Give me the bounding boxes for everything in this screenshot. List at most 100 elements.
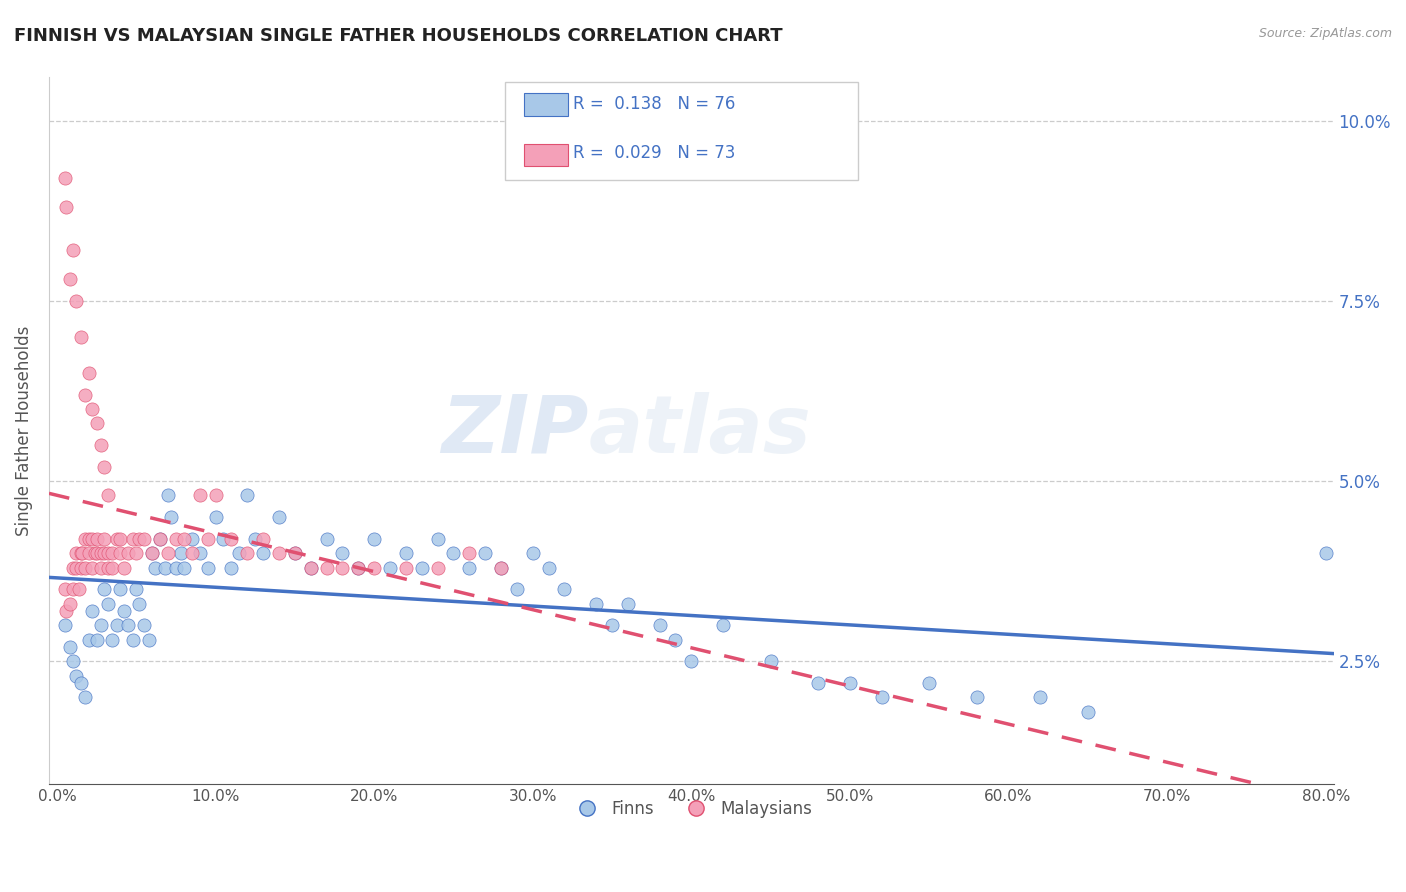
Point [93, 459, 115, 474]
Point [315, 532, 337, 546]
Point [204, 510, 226, 524]
Point [188, 546, 211, 560]
Point [221, 560, 243, 574]
Point [267, 546, 290, 560]
Point [243, 532, 266, 546]
Point [90, 546, 112, 560]
Point [173, 532, 195, 546]
Point [90, 618, 112, 632]
Point [93, 532, 115, 546]
Point [807, 676, 830, 690]
Point [489, 560, 512, 574]
Point [62, 244, 84, 258]
Point [86, 632, 108, 647]
Point [378, 560, 401, 574]
Point [72, 546, 94, 560]
Text: ZIP: ZIP [441, 392, 589, 469]
Point [236, 488, 259, 502]
Point [105, 618, 128, 632]
Point [117, 546, 139, 560]
Point [86, 532, 108, 546]
Point [141, 546, 163, 560]
Point [75, 387, 97, 401]
Point [173, 560, 195, 574]
Point [69, 330, 91, 344]
Point [153, 560, 176, 574]
Point [77, 546, 100, 560]
Point [80, 560, 103, 574]
Point [110, 546, 132, 560]
Point [75, 560, 97, 574]
Point [395, 546, 418, 560]
Point [197, 532, 219, 546]
Point [411, 560, 433, 574]
Point [93, 546, 115, 560]
Point [585, 597, 607, 611]
Point [65, 560, 87, 574]
Point [141, 546, 163, 560]
Point [69, 546, 91, 560]
Point [80, 604, 103, 618]
Point [156, 546, 179, 560]
Point [160, 510, 183, 524]
Point [347, 560, 370, 574]
Point [65, 668, 87, 682]
Point [1029, 690, 1052, 705]
Point [58, 597, 80, 611]
Point [105, 532, 128, 546]
Point [284, 546, 307, 560]
Point [143, 560, 166, 574]
Point [53, 582, 76, 596]
Point [212, 532, 235, 546]
Point [426, 560, 449, 574]
Point [53, 618, 76, 632]
Point [664, 632, 686, 647]
Point [299, 560, 322, 574]
Point [97, 560, 120, 574]
Point [134, 618, 156, 632]
Point [55, 200, 77, 214]
Point [128, 532, 150, 546]
Point [918, 676, 941, 690]
Point [93, 582, 115, 596]
Point [506, 582, 529, 596]
FancyBboxPatch shape [524, 93, 568, 116]
Point [90, 438, 112, 452]
Point [197, 560, 219, 574]
Point [188, 488, 211, 502]
Point [110, 582, 132, 596]
Point [69, 676, 91, 690]
Point [58, 272, 80, 286]
Point [252, 546, 274, 560]
Point [759, 654, 782, 668]
Point [77, 366, 100, 380]
Point [458, 546, 481, 560]
Point [138, 632, 160, 647]
Point [870, 690, 893, 705]
Point [86, 546, 108, 560]
Point [169, 546, 191, 560]
Point [165, 532, 187, 546]
Point [600, 618, 623, 632]
Point [67, 582, 90, 596]
Point [838, 676, 860, 690]
Point [204, 488, 226, 502]
Point [458, 560, 481, 574]
FancyBboxPatch shape [505, 82, 858, 180]
Point [711, 618, 734, 632]
Point [966, 690, 988, 705]
Point [97, 488, 120, 502]
Point [125, 546, 148, 560]
Point [122, 532, 145, 546]
Point [90, 560, 112, 574]
Point [267, 510, 290, 524]
Point [332, 546, 354, 560]
Point [58, 640, 80, 654]
Point [149, 532, 172, 546]
Point [75, 532, 97, 546]
Point [97, 546, 120, 560]
FancyBboxPatch shape [524, 144, 568, 167]
Point [55, 604, 77, 618]
Point [80, 401, 103, 416]
Point [180, 532, 202, 546]
